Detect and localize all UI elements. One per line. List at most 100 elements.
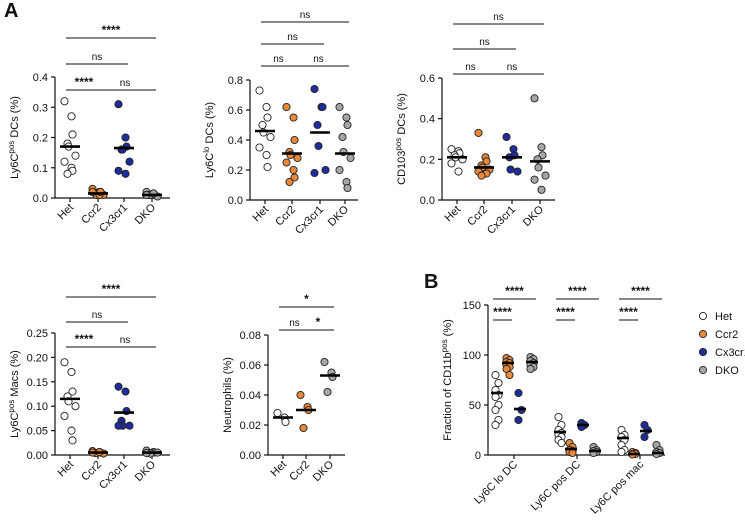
- data-point: [262, 102, 271, 112]
- y-tick-label: 150: [463, 300, 481, 312]
- data-point: [71, 151, 80, 160]
- x-tick-label: Het: [443, 204, 464, 225]
- y-tick-label: 0.4: [420, 114, 435, 126]
- y-axis-label-part: (%): [442, 319, 454, 339]
- significance-label: ****: [505, 284, 524, 298]
- data-point: [502, 132, 511, 142]
- y-axis-label: Ly6Cpos Macs (%): [7, 350, 22, 438]
- y-tick-label: 0.0: [420, 195, 435, 207]
- x-tick-label: Cx3cr1: [97, 202, 130, 235]
- data-point: [67, 426, 76, 435]
- y-tick-label: 0.2: [228, 165, 243, 177]
- significance-label: ns: [92, 310, 103, 321]
- y-tick-label: 0.6: [420, 73, 435, 85]
- data-point: [338, 132, 347, 142]
- significance-label: *: [316, 315, 321, 329]
- panel-letter: A: [4, 0, 18, 22]
- legend-label: Het: [715, 311, 732, 323]
- legend-label: Ccr2: [715, 329, 738, 341]
- data-point: [318, 102, 327, 112]
- data-point: [321, 165, 330, 175]
- data-point: [514, 415, 523, 425]
- y-tick-label: 0.06: [240, 360, 261, 372]
- significance-label: ****: [631, 284, 650, 298]
- y-tick-label: 0.4: [228, 135, 243, 147]
- data-point: [282, 102, 291, 112]
- significance-label: ns: [507, 62, 518, 73]
- y-tick-label: 0.2: [33, 133, 48, 145]
- x-tick-label: Ccr2: [465, 204, 490, 229]
- y-axis-label-part: Neutrophils (%): [222, 357, 234, 433]
- data-point: [258, 120, 267, 130]
- data-point: [491, 405, 500, 415]
- data-point: [67, 367, 76, 377]
- significance-label: ns: [465, 62, 476, 73]
- y-tick-label: 0.0: [228, 195, 243, 207]
- data-point: [342, 113, 351, 122]
- data-point: [491, 392, 500, 402]
- data-point: [290, 135, 299, 145]
- data-point: [63, 169, 72, 178]
- data-point: [537, 143, 546, 152]
- data-point: [557, 438, 566, 448]
- y-axis-label-part: CD103: [396, 151, 408, 185]
- data-point: [296, 390, 305, 400]
- data-point: [541, 171, 550, 180]
- data-point: [68, 130, 77, 139]
- y-axis-label-part: Macs (%): [9, 350, 21, 400]
- x-tick-label: Cx3cr1: [485, 204, 518, 237]
- y-axis-label: Fraction of CD11bpos (%): [440, 319, 455, 441]
- y-tick-label: 0.10: [27, 401, 48, 413]
- data-point: [320, 357, 329, 367]
- data-point: [343, 183, 352, 193]
- y-axis-label-part: Ly6C: [9, 154, 21, 179]
- x-tick-label: Ccr2: [287, 459, 312, 484]
- y-axis-label: Ly6Clo DCs (%): [202, 102, 217, 178]
- data-point: [491, 420, 500, 430]
- significance-label: ns: [287, 32, 298, 43]
- data-point: [530, 175, 539, 184]
- data-point: [513, 167, 522, 176]
- y-tick-label: 0.25: [27, 328, 48, 340]
- legend-marker: [698, 365, 708, 375]
- data-point: [266, 132, 275, 142]
- data-point: [346, 153, 355, 163]
- x-tick-label: DKO: [133, 458, 159, 484]
- data-point: [255, 86, 264, 95]
- y-axis-label-part: DCs (%): [9, 96, 21, 141]
- y-axis-label-part: DCs (%): [204, 102, 216, 147]
- y-tick-label: 0.8: [228, 75, 243, 87]
- y-axis-label-part: Ly6C: [204, 153, 216, 178]
- data-point: [273, 408, 282, 418]
- significance-label: ****: [619, 305, 638, 319]
- y-axis-label-part: DCs (%): [396, 93, 408, 138]
- data-point: [299, 423, 308, 433]
- legend-label: Cx3cr1: [715, 347, 745, 359]
- data-point: [534, 163, 543, 172]
- x-tick-label: Ly6C pos mac: [588, 458, 646, 516]
- x-tick-label: Cx3cr1: [293, 204, 326, 237]
- data-point: [114, 100, 123, 109]
- significance-label: *: [304, 292, 309, 306]
- data-point: [494, 378, 503, 388]
- y-axis-label-part: pos: [7, 400, 16, 413]
- data-point: [514, 388, 523, 398]
- y-tick-label: 0.08: [240, 330, 261, 342]
- y-tick-label: 0.00: [27, 450, 48, 462]
- data-point: [568, 448, 577, 458]
- legend-marker: [698, 347, 708, 357]
- data-point: [125, 421, 134, 430]
- y-axis-label: Ly6Cpos DCs (%): [7, 96, 22, 179]
- data-point: [125, 157, 134, 166]
- data-point: [640, 432, 649, 442]
- data-point: [60, 97, 69, 106]
- panel-letter: B: [424, 271, 438, 293]
- data-point: [285, 177, 294, 187]
- y-tick-label: 50: [469, 400, 481, 412]
- data-point: [255, 143, 264, 152]
- data-point: [335, 165, 344, 175]
- data-point: [526, 364, 535, 374]
- data-point: [114, 382, 123, 391]
- x-tick-label: DKO: [326, 203, 352, 229]
- y-tick-label: 0.1: [33, 163, 48, 175]
